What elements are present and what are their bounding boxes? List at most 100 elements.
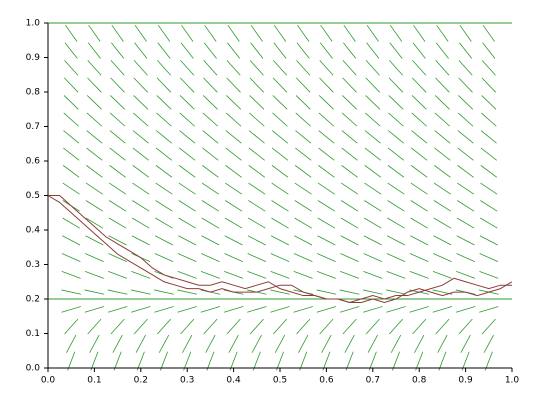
x-tick-label: 0.2 [134,376,148,386]
slope-segment [412,60,427,76]
slope-segment [178,182,196,195]
slope-segment [342,95,358,110]
slope-segment [386,235,406,246]
slope-segment [340,200,359,212]
slope-segment [226,318,241,335]
slope-segment [89,334,100,353]
slope-segment [389,24,403,42]
slope-segment [203,42,217,59]
slope-segment [456,270,476,279]
slope-segment [61,270,81,279]
slope-segment [131,270,151,279]
slope-segment [294,200,312,212]
slope-segment [295,130,312,144]
slope-segment [225,165,242,178]
slope-segment [178,200,196,212]
slope-segment [271,147,289,161]
slope-segment [319,77,334,93]
slope-segment [386,306,406,313]
slope-segment [108,235,127,246]
slope-segment [387,200,405,212]
slope-segment [409,270,429,279]
slope-segment [479,270,499,279]
slope-segment [132,147,149,161]
slope-segment [318,147,335,161]
slope-segment [224,235,243,246]
slope-segment [316,270,336,279]
slope-segment [458,60,473,76]
slope-segment [87,318,102,335]
slope-segment [411,147,428,161]
slope-segment [322,351,331,371]
slope-segment [86,130,103,144]
x-tick-label: 0.5 [273,376,287,386]
slope-segment [65,24,78,42]
slope-segment [392,351,400,371]
slope-segment [434,95,450,110]
slope-segment [479,306,499,313]
slope-segment [157,318,171,335]
slope-segment [345,351,354,371]
slope-segment [482,42,496,59]
slope-segment [63,112,79,127]
slope-segment [340,217,359,229]
slope-segment [178,217,196,229]
slope-segment [484,351,493,371]
slope-segment [130,289,151,295]
slope-segment [433,182,451,195]
slope-segment [249,77,265,93]
slope-segment [364,182,382,195]
slope-segment [248,147,265,161]
slope-segment [297,24,310,42]
slope-segment [183,351,192,371]
y-tick-label: 0.9 [26,53,41,63]
slope-segment [437,334,448,353]
slope-segment [62,217,80,229]
slope-segment [84,270,104,279]
slope-segment [341,147,358,161]
slope-segment [272,77,288,93]
slope-segment [389,60,403,76]
slope-segment [155,147,173,161]
slope-segment [293,253,313,263]
slope-segment [201,182,219,195]
slope-segment [112,334,123,353]
slope-segment [177,289,198,295]
slope-segment [319,60,334,76]
slope-segment [318,130,335,144]
slope-segment [294,217,312,229]
slope-segment [481,95,497,110]
slope-segment [456,200,475,212]
slope-segment [410,165,428,178]
slope-segment [203,318,218,335]
slope-segment [411,130,428,144]
slope-segment [410,217,428,229]
slope-segment [248,217,266,229]
slope-segment [319,42,333,59]
slope-segment [436,24,449,42]
slope-segment [179,130,196,144]
slope-segment [318,165,335,178]
slope-segment [317,235,336,246]
y-tick-label: 0.6 [26,157,41,167]
slope-segment [479,235,498,246]
slope-segment [156,112,172,127]
slope-segment [271,165,289,178]
slope-segment [154,289,174,295]
slope-segment [271,217,289,229]
y-tick-label: 1.0 [26,19,41,29]
slope-segment [132,165,150,178]
slope-segment [131,235,150,246]
slope-segment [457,147,474,161]
slope-segment [204,24,217,42]
slope-segment [225,182,243,195]
slope-segment [201,253,220,263]
slope-segment [455,306,476,313]
slope-segment [61,253,81,263]
slope-segment [223,306,244,313]
slope-segment [434,165,451,178]
slope-segment [135,334,146,353]
slope-segment [434,130,451,144]
slope-segment [202,147,219,161]
slope-segment [178,235,197,246]
